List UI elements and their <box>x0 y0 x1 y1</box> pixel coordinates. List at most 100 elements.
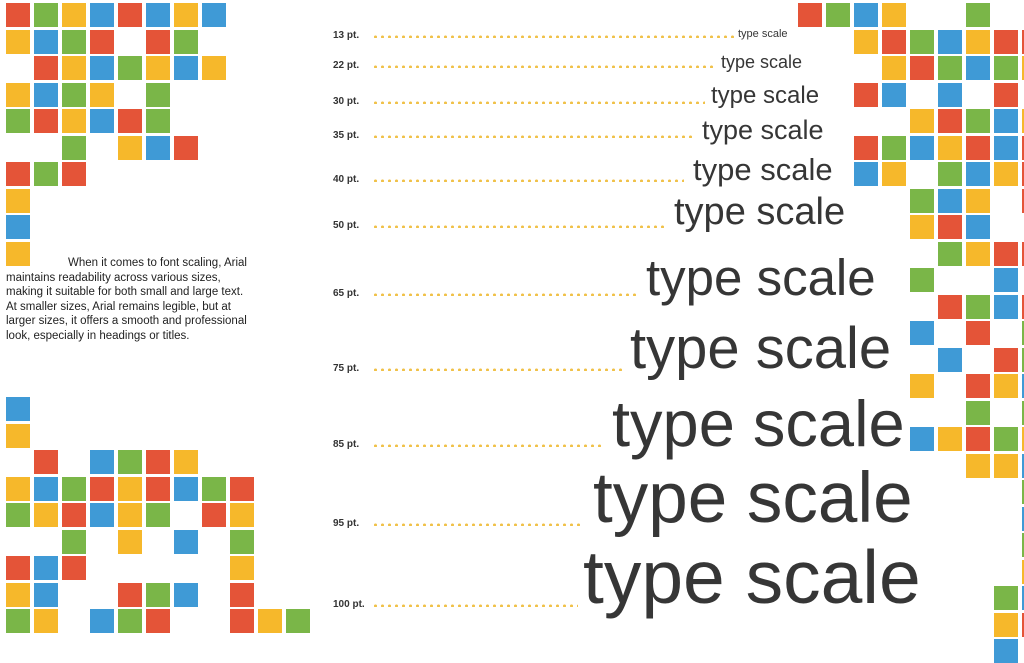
type-sample: type scale <box>721 52 803 72</box>
mosaic-tile <box>966 400 990 425</box>
mosaic-tile <box>62 56 86 80</box>
mosaic-tile <box>6 241 30 266</box>
mosaic-tile <box>146 582 170 607</box>
type-sample: type scale <box>674 191 846 233</box>
mosaic-tile <box>966 162 990 186</box>
mosaic-tile <box>202 3 226 27</box>
mosaic-tile <box>1022 109 1024 133</box>
mosaic-tile <box>966 427 990 451</box>
mosaic-tile <box>118 476 142 501</box>
mosaic-tile <box>62 162 86 186</box>
mosaic-tile <box>1022 56 1024 80</box>
mosaic-tile <box>62 82 86 107</box>
mosaic-tile <box>1022 400 1024 425</box>
point-size-label: 85 pt. <box>333 439 360 450</box>
mosaic-tile <box>146 3 170 27</box>
mosaic-tile <box>118 3 142 27</box>
mosaic-tile <box>966 215 990 239</box>
dotted-leader <box>372 293 638 296</box>
mosaic-tile <box>230 556 254 580</box>
mosaic-tile <box>854 135 878 160</box>
mosaic-tile <box>146 29 170 54</box>
mosaic-tile <box>994 453 1018 478</box>
type-sample: type scale <box>583 535 921 619</box>
mosaic-tile <box>174 3 198 27</box>
mosaic-tile <box>994 586 1018 610</box>
point-size-label: 75 pt. <box>333 363 360 374</box>
mosaic-tile <box>118 582 142 607</box>
mosaic-tile <box>994 294 1018 319</box>
mosaic-tile <box>146 609 170 633</box>
mosaic-tile <box>6 188 30 213</box>
mosaic-tile <box>118 56 142 80</box>
mosaic-tile <box>882 135 906 160</box>
mosaic-tile <box>882 82 906 107</box>
type-sample: type scale <box>702 115 824 145</box>
mosaic-tile <box>966 188 990 213</box>
mosaic-tile <box>1022 374 1024 398</box>
mosaic-tile <box>882 29 906 54</box>
mosaic-tile <box>854 82 878 107</box>
mosaic-tile <box>34 450 58 474</box>
mosaic-tile <box>230 503 254 527</box>
mosaic-tile <box>90 56 114 80</box>
point-size-label: 50 pt. <box>333 220 360 231</box>
mosaic-tile <box>34 556 58 580</box>
mosaic-tile <box>34 582 58 607</box>
mosaic-tile <box>938 215 962 239</box>
mosaic-tile <box>34 476 58 501</box>
mosaic-tile <box>1022 347 1024 372</box>
mosaic-tile <box>174 529 198 554</box>
type-sample: type scale <box>630 316 892 381</box>
mosaic-tile <box>854 162 878 186</box>
mosaic-tile <box>90 82 114 107</box>
mosaic-tile <box>1022 480 1024 504</box>
mosaic-tile <box>910 56 934 80</box>
type-sample: type scale <box>738 28 788 40</box>
type-sample: type scale <box>612 387 905 460</box>
point-size-label: 65 pt. <box>333 288 360 299</box>
mosaic-tile <box>230 582 254 607</box>
mosaic-tile <box>994 374 1018 398</box>
mosaic-tile <box>90 450 114 474</box>
dotted-leader <box>372 523 584 526</box>
mosaic-tile <box>258 609 282 633</box>
dotted-leader <box>372 179 684 182</box>
mosaic-tile <box>994 612 1018 637</box>
mosaic-tile <box>938 427 962 451</box>
mosaic-tile <box>994 162 1018 186</box>
mosaic-tile <box>882 3 906 27</box>
mosaic-tile <box>994 427 1018 451</box>
mosaic-tile <box>202 503 226 527</box>
mosaic-tile <box>62 529 86 554</box>
mosaic-tile <box>994 347 1018 372</box>
mosaic-tile <box>994 29 1018 54</box>
mosaic-tile <box>910 321 934 345</box>
mosaic-tile <box>34 609 58 633</box>
mosaic-tile <box>1022 506 1024 531</box>
mosaic-tile <box>34 162 58 186</box>
dotted-leader <box>372 604 578 607</box>
mosaic-tile <box>90 29 114 54</box>
mosaic-tile <box>910 268 934 292</box>
point-size-label: 22 pt. <box>333 60 360 71</box>
mosaic-tile <box>118 609 142 633</box>
mosaic-tile <box>966 294 990 319</box>
mosaic-tile <box>994 268 1018 292</box>
mosaic-tile <box>854 3 878 27</box>
dotted-leader <box>372 65 715 68</box>
dotted-leader <box>372 444 604 447</box>
mosaic-tile <box>994 109 1018 133</box>
mosaic-tile <box>34 503 58 527</box>
mosaic-tile <box>1022 241 1024 266</box>
mosaic-tile <box>90 109 114 133</box>
mosaic-tile <box>174 29 198 54</box>
point-size-label: 35 pt. <box>333 130 360 141</box>
mosaic-tile <box>1022 294 1024 319</box>
mosaic-tile <box>1022 586 1024 610</box>
mosaic-tile <box>6 109 30 133</box>
mosaic-tile <box>994 82 1018 107</box>
mosaic-tile <box>966 3 990 27</box>
mosaic-tile <box>62 3 86 27</box>
mosaic-tile <box>34 109 58 133</box>
